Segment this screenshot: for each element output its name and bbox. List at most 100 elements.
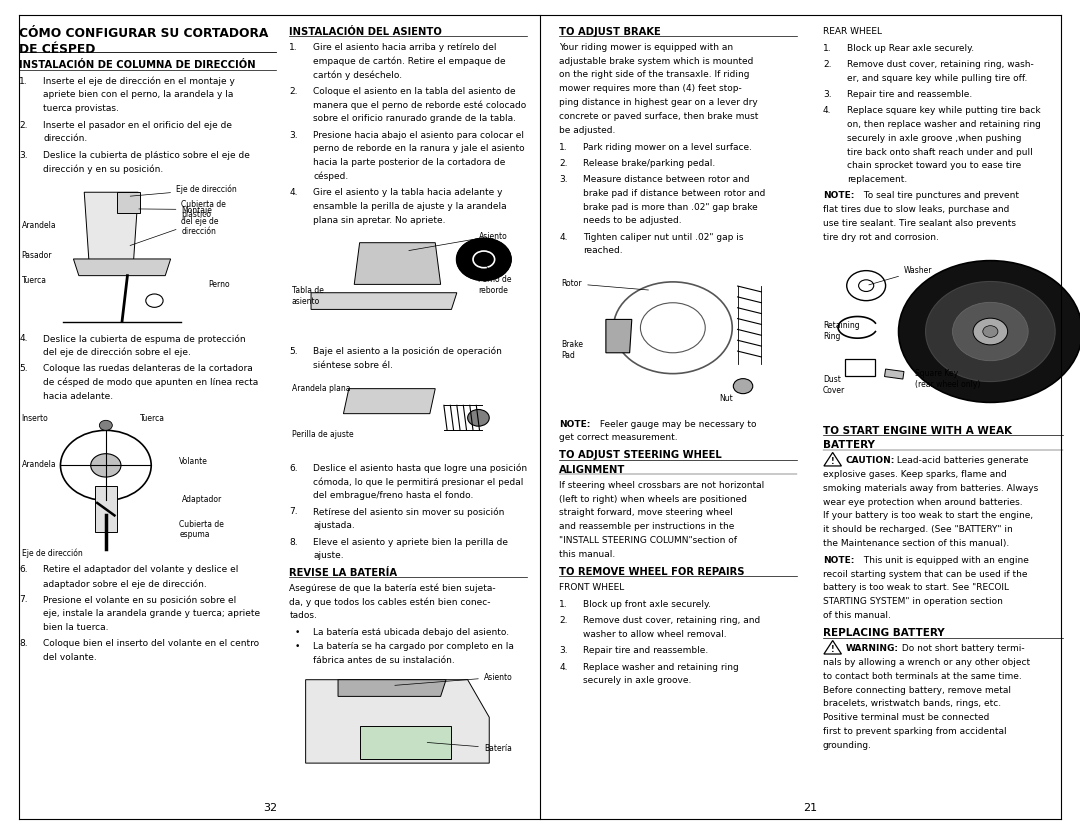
Text: Measure distance between rotor and: Measure distance between rotor and	[583, 175, 750, 184]
Text: Perno: Perno	[208, 279, 230, 289]
Text: 8.: 8.	[289, 537, 298, 546]
Text: 3.: 3.	[559, 175, 568, 184]
Circle shape	[733, 379, 753, 394]
Text: Rotor: Rotor	[562, 279, 648, 290]
Text: Tabla de: Tabla de	[292, 286, 324, 295]
Text: first to prevent sparking from accidental: first to prevent sparking from accidenta…	[823, 727, 1007, 736]
Text: Retire el adaptador del volante y deslice el: Retire el adaptador del volante y deslic…	[43, 565, 239, 575]
Circle shape	[468, 409, 489, 426]
Text: flat tires due to slow leaks, purchase and: flat tires due to slow leaks, purchase a…	[823, 205, 1010, 214]
Text: Dust: Dust	[823, 374, 841, 384]
Text: del embrague/freno hasta el fondo.: del embrague/freno hasta el fondo.	[313, 491, 473, 500]
Text: TO ADJUST STEERING WHEEL: TO ADJUST STEERING WHEEL	[559, 450, 723, 460]
Text: ajuste.: ajuste.	[313, 551, 343, 560]
Text: Positive terminal must be connected: Positive terminal must be connected	[823, 713, 989, 722]
Text: 3.: 3.	[559, 646, 568, 656]
Text: TO START ENGINE WITH A WEAK: TO START ENGINE WITH A WEAK	[823, 425, 1012, 435]
Text: ALIGNMENT: ALIGNMENT	[559, 465, 625, 475]
Text: empaque de cartón. Retire el empaque de: empaque de cartón. Retire el empaque de	[313, 57, 505, 66]
Text: da, y que todos los cables estén bien conec-: da, y que todos los cables estén bien co…	[289, 597, 491, 607]
Text: Baje el asiento a la posición de operación: Baje el asiento a la posición de operaci…	[313, 347, 502, 356]
Text: bracelets, wristwatch bands, rings, etc.: bracelets, wristwatch bands, rings, etc.	[823, 700, 1001, 708]
Text: siéntese sobre él.: siéntese sobre él.	[313, 360, 393, 369]
Text: this manual.: this manual.	[559, 550, 616, 559]
Text: WARNING:: WARNING:	[846, 645, 899, 653]
Text: and reassemble per instructions in the: and reassemble per instructions in the	[559, 522, 734, 531]
Circle shape	[953, 302, 1028, 360]
Text: ajustada.: ajustada.	[313, 521, 355, 530]
Text: Cubierta de
plástico: Cubierta de plástico	[139, 200, 227, 219]
Text: Repair tire and reassemble.: Repair tire and reassemble.	[847, 90, 972, 99]
Polygon shape	[84, 192, 138, 271]
Text: 2.: 2.	[559, 616, 568, 626]
Text: Asiento: Asiento	[395, 673, 513, 686]
Text: on the right side of the transaxle. If riding: on the right side of the transaxle. If r…	[559, 71, 750, 79]
Text: 21: 21	[802, 803, 818, 813]
Text: on, then replace washer and retaining ring: on, then replace washer and retaining ri…	[847, 120, 1041, 129]
Text: 4.: 4.	[19, 334, 28, 343]
Text: tados.: tados.	[289, 611, 318, 620]
Text: Square Key: Square Key	[915, 369, 958, 378]
Text: Block up Rear axle securely.: Block up Rear axle securely.	[847, 43, 974, 53]
Text: 4.: 4.	[289, 188, 298, 197]
Bar	[360, 726, 451, 759]
Text: del eje de dirección sobre el eje.: del eje de dirección sobre el eje.	[43, 348, 191, 357]
Text: concrete or paved surface, then brake must: concrete or paved surface, then brake mu…	[559, 112, 759, 121]
Text: replacement.: replacement.	[847, 175, 907, 184]
Circle shape	[91, 454, 121, 477]
Text: 1.: 1.	[823, 43, 832, 53]
Text: Coloque las ruedas delanteras de la cortadora: Coloque las ruedas delanteras de la cort…	[43, 364, 253, 373]
Text: Retaining: Retaining	[823, 320, 860, 329]
Text: Eje de dirección: Eje de dirección	[131, 185, 237, 196]
Polygon shape	[354, 243, 441, 284]
Text: Deslice la cubierta de plástico sobre el eje de: Deslice la cubierta de plástico sobre el…	[43, 150, 251, 159]
Text: adaptador sobre el eje de dirección.: adaptador sobre el eje de dirección.	[43, 579, 207, 589]
Text: tire dry rot and corrosion.: tire dry rot and corrosion.	[823, 233, 939, 242]
Text: !: !	[831, 457, 835, 466]
Text: Replace washer and retaining ring: Replace washer and retaining ring	[583, 663, 739, 671]
Text: Tuerca: Tuerca	[22, 275, 46, 284]
Text: cartón y deséchelo.: cartón y deséchelo.	[313, 71, 403, 80]
Text: washer to allow wheel removal.: washer to allow wheel removal.	[583, 631, 727, 639]
Text: Arandela plana: Arandela plana	[292, 384, 350, 394]
Text: TO ADJUST BRAKE: TO ADJUST BRAKE	[559, 27, 661, 37]
Text: 1.: 1.	[559, 143, 568, 152]
Text: Asegúrese de que la batería esté bien sujeta-: Asegúrese de que la batería esté bien su…	[289, 584, 496, 593]
Text: Do not short battery termi-: Do not short battery termi-	[899, 645, 1024, 653]
Text: Gire el asiento hacia arriba y retírelo del: Gire el asiento hacia arriba y retírelo …	[313, 43, 497, 52]
Text: 1.: 1.	[289, 43, 298, 52]
Polygon shape	[343, 389, 435, 414]
Text: 4.: 4.	[823, 106, 832, 115]
Text: fábrica antes de su instalación.: fábrica antes de su instalación.	[313, 656, 455, 665]
Text: Washer: Washer	[868, 266, 932, 285]
Text: (left to right) when wheels are positioned: (left to right) when wheels are position…	[559, 495, 747, 504]
Text: ensamble la perilla de ajuste y la arandela: ensamble la perilla de ajuste y la arand…	[313, 202, 507, 211]
Text: DE CÉSPED: DE CÉSPED	[19, 43, 96, 56]
Text: dirección.: dirección.	[43, 134, 87, 143]
Text: Gire el asiento y la tabla hacia adelante y: Gire el asiento y la tabla hacia adelant…	[313, 188, 502, 197]
Text: Cubierta de: Cubierta de	[179, 520, 225, 529]
Text: césped.: césped.	[313, 172, 349, 181]
Text: 5.: 5.	[19, 364, 28, 373]
Text: NOTE:: NOTE:	[823, 556, 854, 565]
Text: TO REMOVE WHEEL FOR REPAIRS: TO REMOVE WHEEL FOR REPAIRS	[559, 567, 745, 577]
Text: CÓMO CONFIGURAR SU CORTADORA: CÓMO CONFIGURAR SU CORTADORA	[19, 27, 269, 40]
Text: bien la tuerca.: bien la tuerca.	[43, 623, 109, 632]
Text: Deslice la cubierta de espuma de protección: Deslice la cubierta de espuma de protecc…	[43, 334, 246, 344]
Bar	[845, 359, 875, 375]
Text: to contact both terminals at the same time.: to contact both terminals at the same ti…	[823, 672, 1022, 681]
Text: REPLACING BATTERY: REPLACING BATTERY	[823, 628, 945, 638]
Text: •: •	[295, 628, 300, 637]
Text: Repair tire and reassemble.: Repair tire and reassemble.	[583, 646, 708, 656]
Text: !: !	[831, 645, 835, 654]
Text: Pad: Pad	[562, 351, 576, 360]
Text: hacia adelante.: hacia adelante.	[43, 391, 113, 400]
Bar	[117, 192, 140, 213]
Text: Feeler gauge may be necessary to: Feeler gauge may be necessary to	[597, 420, 757, 429]
Text: Presione hacia abajo el asiento para colocar el: Presione hacia abajo el asiento para col…	[313, 130, 524, 139]
Text: Tighten caliper nut until .02" gap is: Tighten caliper nut until .02" gap is	[583, 233, 744, 242]
Text: straight forward, move steering wheel: straight forward, move steering wheel	[559, 509, 733, 517]
Text: INSTALACIÓN DE COLUMNA DE DIRECCIÓN: INSTALACIÓN DE COLUMNA DE DIRECCIÓN	[19, 61, 256, 70]
Text: Before connecting battery, remove metal: Before connecting battery, remove metal	[823, 686, 1011, 695]
Text: 1.: 1.	[19, 77, 28, 86]
